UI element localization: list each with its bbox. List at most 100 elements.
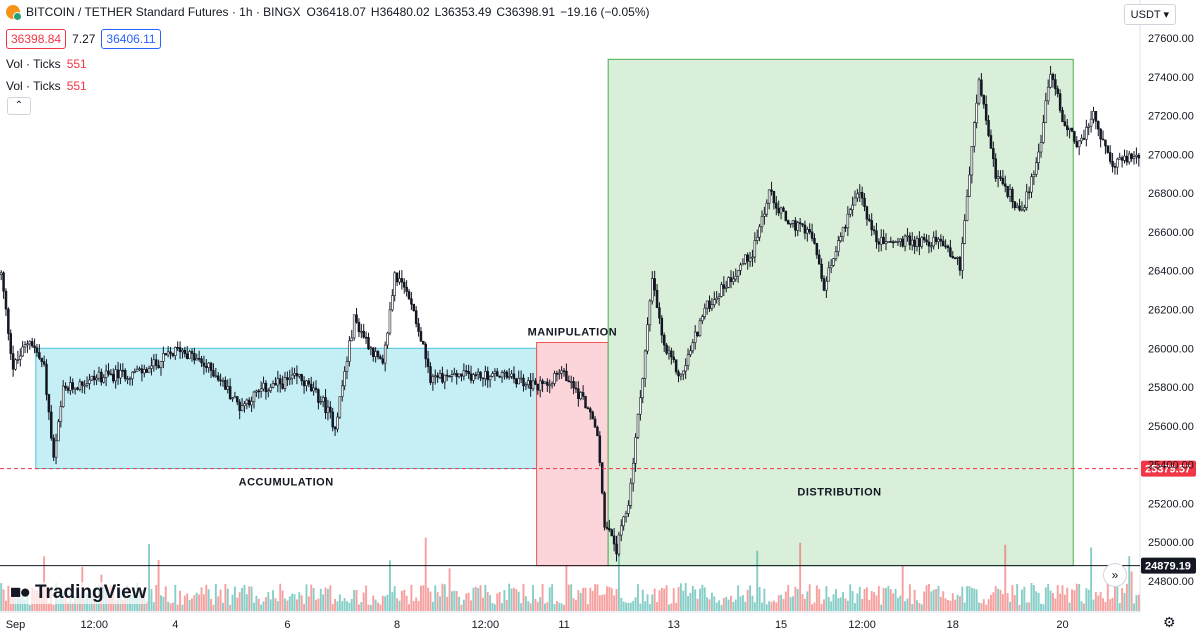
volume-bar [901,565,904,611]
tradingview-logo[interactable]: ■● TradingView [10,582,147,604]
candle-body [958,256,962,271]
volume-bar [811,604,814,611]
volume-bar [458,596,461,611]
volume-bar [191,598,193,611]
candle-body [162,353,165,362]
candle-body [765,202,769,215]
volume-bar [346,601,348,611]
volume-bar [1004,544,1007,611]
volume-bar [229,604,232,611]
candle-body [529,380,532,389]
candle-body [724,286,728,289]
candle-body [73,387,77,390]
volume-bar [861,598,864,611]
price-line-label-bg-1 [1141,557,1196,574]
collapse-legend-button[interactable]: ⌃ [7,97,31,115]
volume-bar [751,595,754,611]
volume-bar [880,604,883,611]
candle-body [658,307,661,319]
candle-body [171,353,175,357]
candle-body [825,280,828,291]
candle-body [379,356,382,360]
candle-body [887,241,890,243]
volume-bar [854,603,856,611]
candle-body [243,403,246,406]
volume-bar [780,594,783,611]
ask-price-button[interactable]: 36406.11 [101,29,161,49]
candle-body [720,284,723,297]
candle-body [646,324,649,352]
volume-bar [923,591,926,611]
volume-bar [121,600,124,611]
volume-bar [264,597,267,611]
symbol-title[interactable]: BITCOIN / TETHER Standard Futures · 1h ·… [26,5,301,19]
candle-body [605,526,609,529]
volume-bar [410,584,413,611]
candle-body [517,377,520,385]
volume-bar [403,589,406,611]
candle-body [386,332,389,346]
volume-bar [935,588,938,611]
volume-bar [668,604,670,611]
volume-bar [162,596,165,611]
volume-bar [963,602,966,611]
candle-body [844,226,847,229]
indicator-legend-1[interactable]: Vol · Ticks 551 [6,57,87,71]
candle-body [1013,201,1017,208]
candle-body [493,371,497,374]
volume-bar [820,604,823,611]
volume-bar [200,587,203,611]
candle-body [660,317,664,336]
volume-bar [338,594,341,611]
volume-bar [644,601,647,611]
volume-bar [269,599,272,611]
volume-bar [148,543,151,611]
candle-body [953,257,957,260]
candle-body [913,239,916,247]
gear-icon[interactable]: ⚙ [1163,614,1176,630]
indicator-legend-2[interactable]: Vol · Ticks 551 [6,79,87,93]
volume-bar [1133,603,1135,611]
volume-bar [577,590,580,611]
candle-body [853,197,857,206]
volume-bar [675,602,678,611]
volume-bar [529,603,532,611]
scroll-to-realtime-button[interactable]: » [1103,563,1127,587]
candle-body [1128,153,1131,163]
candle-body [741,263,745,266]
candle-body [579,392,582,400]
volume-bar [904,601,907,611]
candle-body [228,386,232,399]
volume-bar [508,583,511,611]
volume-bar [157,559,160,611]
bid-price-button[interactable]: 36398.84 [6,29,67,49]
candle-body [97,371,101,379]
candle-body [806,229,809,234]
volume-bar [875,595,878,611]
candle-body [679,373,683,377]
volume-bar [262,601,265,611]
volume-bar [560,603,563,611]
candle-body [992,148,995,160]
volume-bar [315,599,317,611]
volume-bar [999,589,1002,611]
volume-bar [71,602,74,611]
volume-bar [1020,589,1023,611]
candle-body [236,396,239,403]
candle-body [655,289,659,309]
currency-selector[interactable]: USDT ▾ [1123,4,1176,25]
candle-body [336,416,339,430]
candle-body [298,374,301,377]
volume-bar [598,595,601,611]
volume-bar [622,601,625,611]
volume-bar [52,604,55,611]
volume-bar [274,598,277,611]
volume-bar [195,592,198,611]
volume-bar [28,604,31,611]
candle-body [569,381,573,383]
candle-body [500,372,504,378]
candle-body [455,373,458,377]
candle-body [23,344,27,348]
volume-bar [746,589,749,611]
